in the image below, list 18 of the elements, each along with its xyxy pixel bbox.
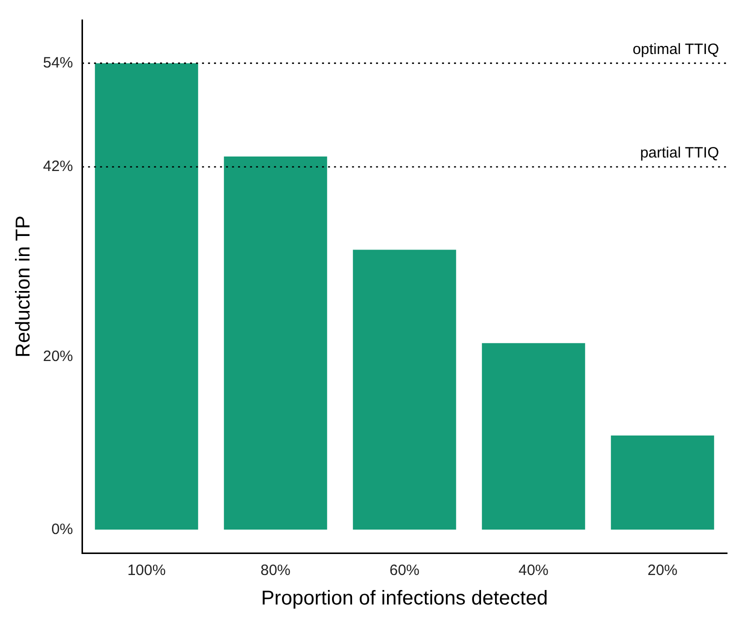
x-tick-label: 40%: [518, 562, 549, 580]
y-tick-label: 42%: [42, 158, 74, 175]
x-tick-label: 80%: [260, 562, 291, 580]
x-tick-label: 100%: [127, 562, 166, 580]
bar: [482, 343, 586, 530]
ref-line-label: optimal TTIQ: [632, 40, 719, 58]
y-tick-label: 0%: [51, 520, 74, 538]
ref-line-label: partial TTIQ: [640, 144, 719, 162]
y-tick-label: 20%: [42, 348, 74, 366]
bar: [610, 436, 714, 530]
x-tick-label: 20%: [647, 562, 678, 580]
bar: [352, 250, 456, 530]
bar: [224, 156, 328, 530]
x-tick-label: 60%: [389, 562, 420, 580]
y-tick-label: 54%: [42, 54, 74, 72]
x-axis-title: Proportion of infections detected: [261, 588, 548, 610]
y-axis-title: Reduction in TP: [12, 216, 35, 358]
bar: [94, 63, 198, 530]
